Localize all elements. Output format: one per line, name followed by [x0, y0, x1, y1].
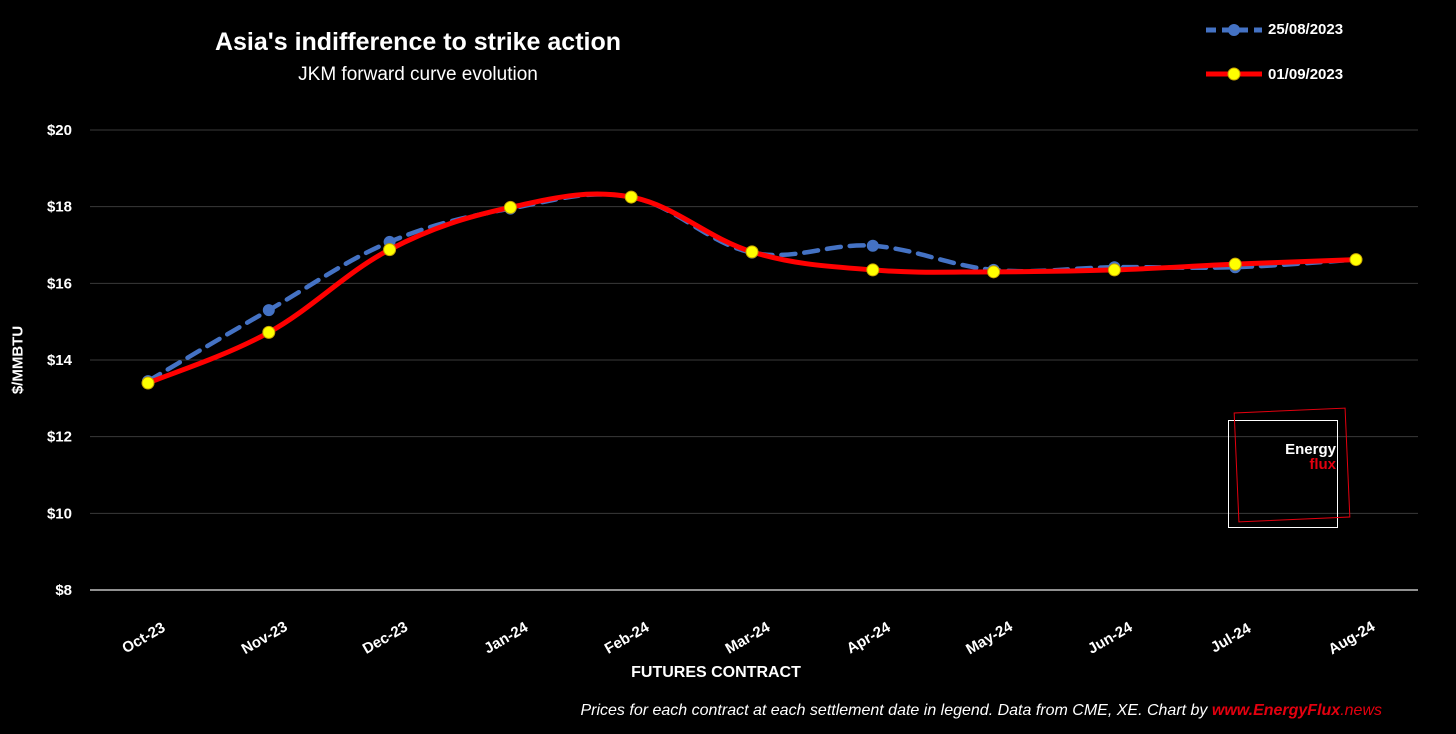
legend-item-series-1: 25/08/2023 [1204, 19, 1343, 39]
y-tick-label: $10 [47, 505, 72, 522]
logo-frame-white [1228, 420, 1338, 528]
grid-lines [90, 129, 1418, 591]
data-point-series-2 [383, 243, 397, 257]
source-note: Prices for each contract at each settlem… [580, 702, 1382, 720]
energyflux-logo: Energy flux [1226, 406, 1352, 530]
data-point-series-1 [262, 304, 275, 317]
series-lines [141, 190, 1363, 390]
x-axis-label: FUTURES CONTRACT [631, 664, 801, 681]
y-axis-ticks: $8 $10 $12 $14 $16 $18 $20 [47, 122, 73, 599]
x-axis-ticks: Oct-23 Nov-23 Dec-23 Jan-24 Feb-24 Mar-24 Apr-… [119, 618, 1378, 658]
x-tick-label: Jul-24 [1208, 620, 1255, 657]
data-point-series-1 [866, 239, 879, 252]
x-tick-label: Feb-24 [602, 618, 653, 657]
x-tick-label: Apr-24 [844, 619, 894, 658]
y-tick-label: $16 [47, 275, 72, 292]
data-point-series-2 [624, 190, 638, 204]
source-note-text: Prices for each contract at each settlem… [580, 702, 1212, 719]
source-link-suffix: .news [1340, 702, 1382, 719]
x-tick-label: Nov-23 [239, 618, 291, 658]
legend-swatch-series-1 [1206, 24, 1262, 36]
x-tick-label: Jun-24 [1085, 618, 1136, 657]
data-point-series-2 [1349, 253, 1363, 267]
x-tick-label: Oct-23 [119, 619, 168, 657]
data-point-series-2 [987, 265, 1001, 279]
source-link-main: www.EnergyFlux [1211, 702, 1341, 719]
data-point-series-2 [1228, 257, 1242, 271]
legend-label-series-1: 25/08/2023 [1268, 20, 1344, 38]
x-tick-label: Dec-23 [360, 618, 411, 657]
data-point-series-2 [1107, 263, 1121, 277]
y-tick-label: $18 [47, 199, 72, 216]
series-line-2 [145, 191, 1359, 386]
y-tick-label: $14 [47, 352, 73, 369]
chart-title: Asia's indifference to strike action [214, 28, 622, 56]
legend-label-series-2: 01/09/2023 [1268, 65, 1344, 83]
data-point-series-2 [745, 245, 759, 259]
x-tick-label: Mar-24 [723, 618, 774, 657]
y-tick-label: $12 [47, 429, 72, 446]
chart-subtitle: JKM forward curve evolution [298, 64, 538, 85]
data-point-series-2 [866, 263, 880, 277]
data-point-series-2 [141, 376, 155, 390]
logo-word-energy: Energy [1285, 441, 1336, 458]
data-point-series-2 [503, 200, 517, 214]
legend-item-series-2: 01/09/2023 [1204, 64, 1343, 84]
y-axis-label: $/MMBTU [9, 325, 27, 395]
data-point-series-2 [262, 325, 276, 339]
x-tick-label: May-24 [963, 618, 1016, 658]
x-tick-label: Aug-24 [1325, 618, 1378, 658]
logo-word-flux: flux [1309, 456, 1336, 473]
legend-swatch-series-2 [1206, 67, 1262, 81]
y-tick-label: $20 [47, 122, 72, 139]
y-tick-label: $8 [55, 582, 72, 599]
x-tick-label: Jan-24 [481, 619, 531, 658]
source-note-link[interactable]: www.EnergyFlux.news [1212, 702, 1382, 719]
